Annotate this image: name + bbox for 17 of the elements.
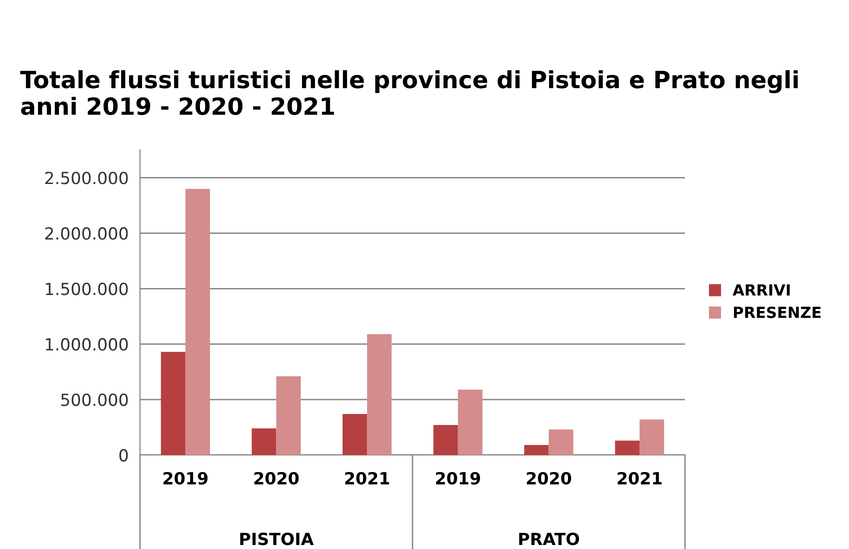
chart-title: Totale flussi turistici nelle province di Pistoia e Prato negli anni 2019 - 2020 - 2021 <box>20 70 798 116</box>
y-tick-label: 2.500.000 <box>45 172 128 184</box>
legend-label: ARRIVI <box>732 284 790 296</box>
x-tick-label: 2021 <box>618 472 662 485</box>
y-tick-label: 500.000 <box>61 394 128 406</box>
y-tick-label: 0 <box>119 448 128 462</box>
x-tick-label: 2021 <box>345 472 390 485</box>
legend-label: PRESENZE <box>734 306 821 318</box>
y-tick-label: 1.500.000 <box>46 282 128 296</box>
y-tick-label: 2.000.000 <box>45 227 128 240</box>
x-tick-label: 2019 <box>436 472 480 485</box>
x-tick-label: 2020 <box>526 472 572 485</box>
text: PRATO <box>519 532 580 546</box>
x-tick-label: 2020 <box>254 472 299 485</box>
x-tick-label: 2019 <box>164 472 208 485</box>
y-tick-label: 1.000.000 <box>46 338 128 351</box>
text: PISTOIA <box>240 532 314 546</box>
